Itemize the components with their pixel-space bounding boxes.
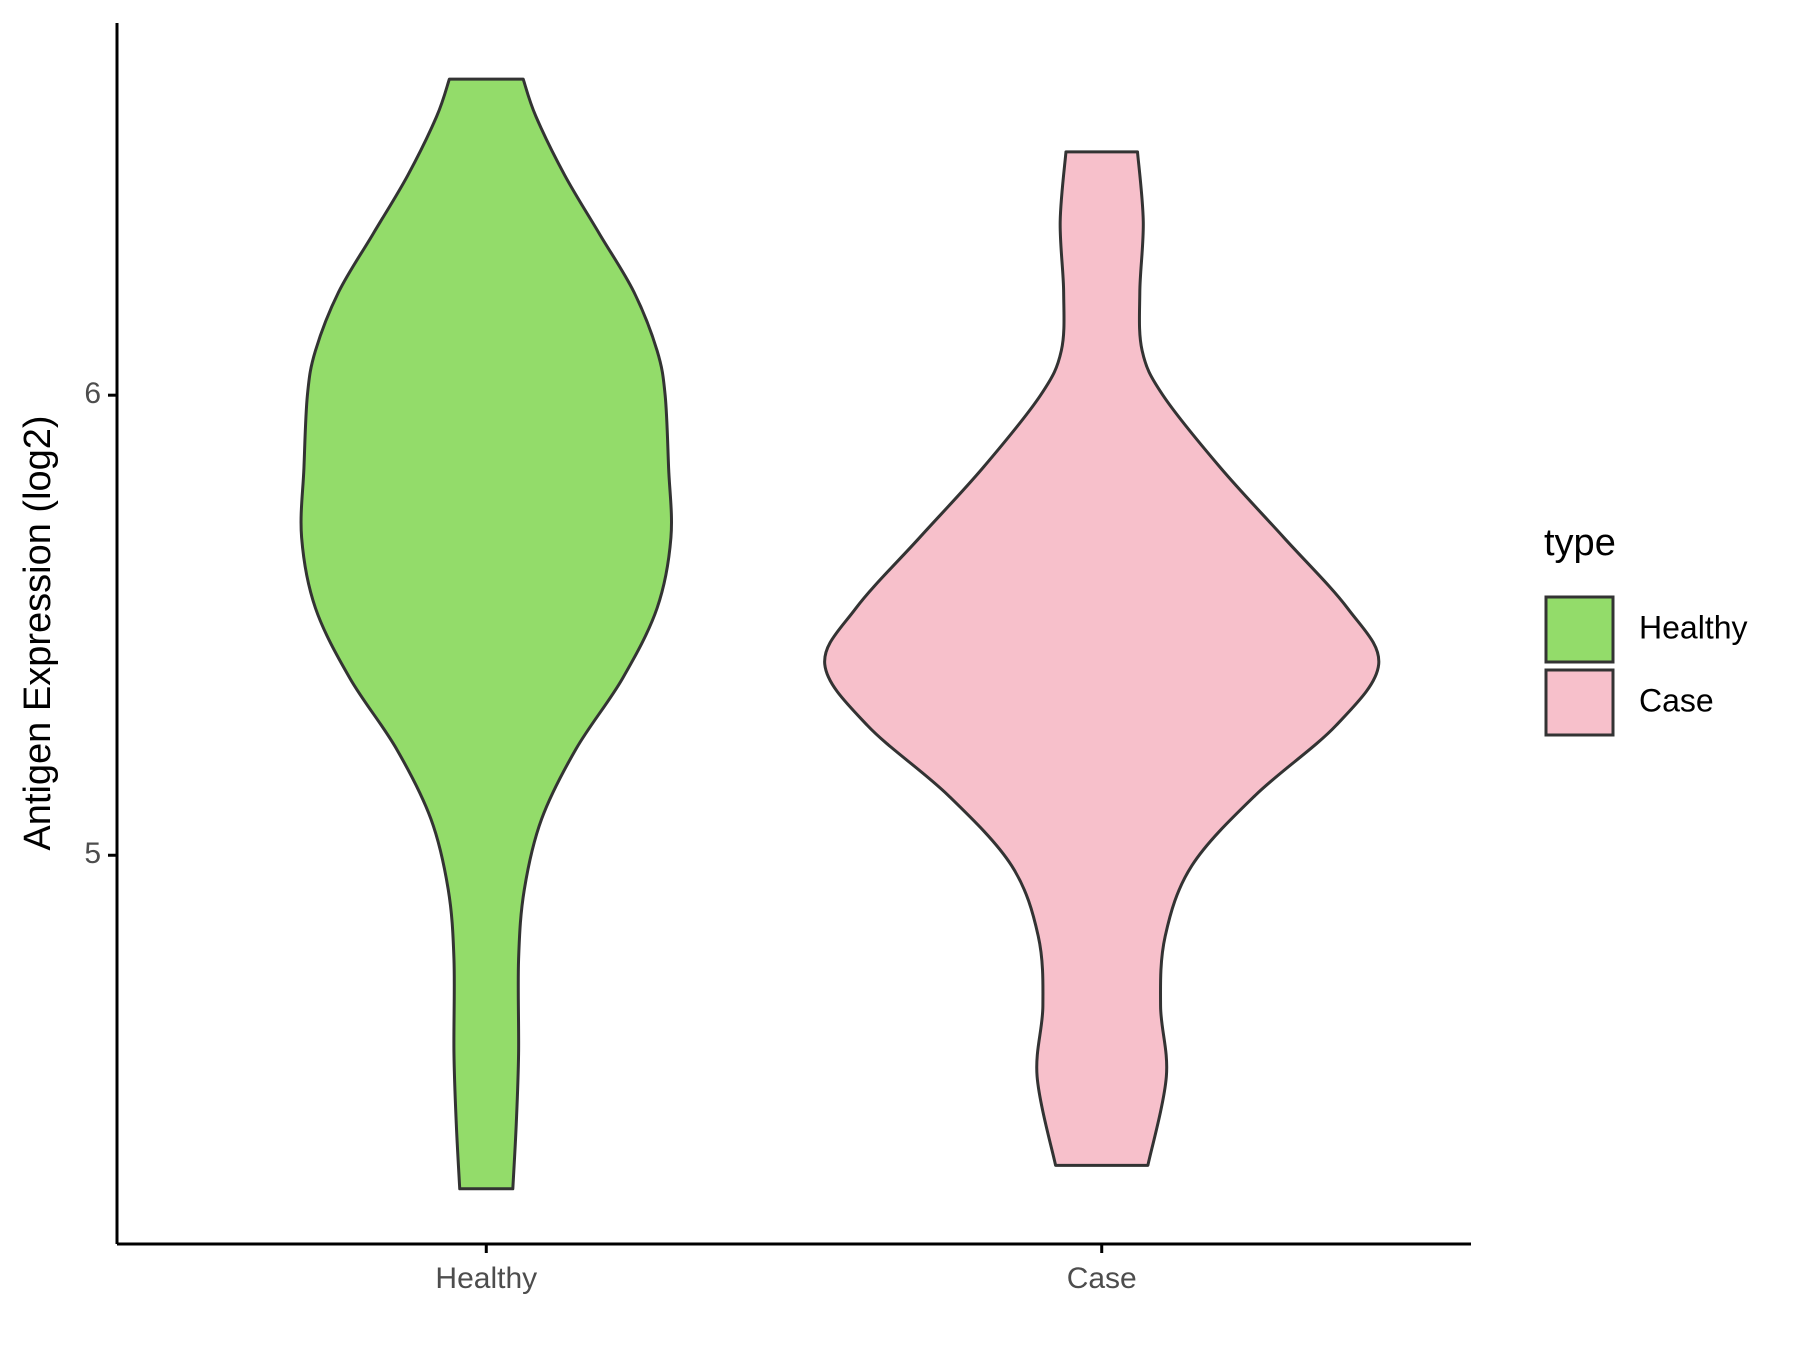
y-tick-label: 6 <box>84 377 101 410</box>
legend-title: type <box>1544 522 1616 564</box>
legend-label: Case <box>1639 682 1714 718</box>
x-tick-label: Healthy <box>435 1262 537 1295</box>
violin <box>823 150 1381 1167</box>
legend-label: Healthy <box>1639 609 1748 645</box>
x-tick-label: Case <box>1067 1262 1137 1295</box>
y-tick-label: 5 <box>84 837 101 870</box>
y-axis-title: Antigen Expression (log2) <box>17 415 59 850</box>
violin <box>299 77 674 1191</box>
legend-key <box>1544 668 1615 737</box>
legend-key <box>1544 595 1615 664</box>
